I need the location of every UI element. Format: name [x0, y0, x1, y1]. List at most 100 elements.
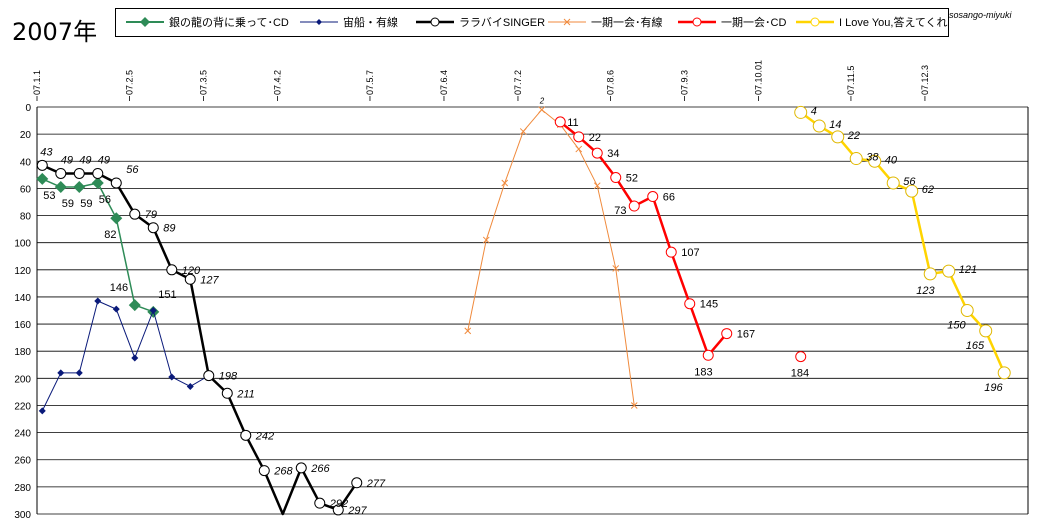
data-point-marker: [91, 176, 104, 189]
x-tick-label: 07.5.7: [365, 70, 375, 95]
x-tick-label: 07.12.3: [920, 65, 930, 95]
data-point-marker: [593, 182, 601, 190]
x-tick-label: 07.2.5: [124, 70, 134, 95]
data-label: 79: [145, 209, 157, 221]
data-label: 151: [158, 289, 176, 301]
data-label: 277: [366, 478, 386, 490]
data-point-marker: [57, 369, 65, 377]
data-point-marker: [55, 167, 67, 179]
data-point-marker: [36, 172, 49, 185]
y-tick-label: 200: [14, 374, 31, 385]
data-point-marker: [647, 191, 659, 203]
data-point-marker: [812, 119, 826, 133]
data-point-marker: [73, 167, 85, 179]
series-line: [559, 120, 728, 357]
series-line: [41, 300, 210, 412]
x-tick-label: 07.6.4: [439, 70, 449, 95]
data-point-marker: [554, 116, 566, 128]
y-tick-label: 300: [14, 510, 31, 521]
data-label: 56: [126, 164, 139, 176]
data-label: 49: [79, 154, 91, 166]
data-point-marker: [612, 265, 620, 272]
data-point-marker: [905, 184, 919, 198]
data-label: 62: [922, 184, 934, 196]
data-point-marker: [168, 373, 176, 381]
legend-label: ララバイSINGER: [459, 17, 546, 29]
data-label: 120: [182, 265, 201, 277]
data-label: 14: [829, 119, 841, 131]
data-point-marker: [110, 212, 123, 225]
data-label: 66: [663, 192, 675, 204]
legend-label: 一期一会･CD: [721, 17, 787, 29]
y-tick-label: 220: [14, 401, 31, 412]
data-label: 2: [539, 97, 545, 106]
data-label: 43: [40, 146, 53, 158]
data-label: 196: [984, 382, 1003, 394]
data-point-marker: [295, 462, 307, 474]
y-tick-label: 280: [14, 483, 31, 494]
legend-item-series-4: 一期一会･有線: [546, 14, 663, 30]
y-tick-label: 120: [14, 266, 31, 277]
y-tick-label: 0: [25, 103, 31, 114]
data-point-marker: [960, 304, 974, 317]
x-tick-label: 07.3.5: [198, 70, 208, 95]
data-label: 198: [219, 371, 238, 383]
data-label: 146: [110, 282, 128, 294]
data-label: 49: [61, 154, 73, 166]
data-point-marker: [684, 298, 696, 310]
data-point-marker: [129, 208, 141, 220]
data-point-marker: [942, 264, 956, 278]
data-point-marker: [923, 267, 937, 281]
x-tick-label: 07.8.6: [605, 70, 615, 95]
data-point-marker: [482, 236, 490, 244]
data-point-marker: [184, 273, 196, 285]
series-line: [41, 178, 154, 313]
data-label: 40: [885, 154, 898, 166]
data-point-marker: [36, 159, 48, 171]
data-label: 53: [43, 190, 55, 202]
x-tick-label: 07.4.2: [272, 70, 282, 95]
data-point-marker: [149, 307, 157, 314]
data-point-marker: [831, 130, 845, 144]
legend-label: 宙船・有線: [343, 17, 398, 29]
data-point-marker: [538, 106, 546, 114]
data-label: 73: [614, 205, 626, 217]
x-tick-label: 07.10.01: [753, 60, 763, 95]
data-point-marker: [997, 366, 1011, 380]
data-point-marker: [665, 246, 677, 258]
data-point-marker: [258, 465, 270, 477]
series-line: [41, 164, 358, 516]
y-tick-label: 80: [20, 212, 32, 223]
data-label: 22: [589, 132, 601, 144]
data-point-marker: [610, 172, 622, 184]
y-tick-label: 40: [20, 157, 32, 168]
data-label: 56: [99, 194, 111, 206]
data-label: 107: [681, 247, 699, 259]
data-label: 211: [236, 388, 255, 400]
data-label: 56: [903, 176, 916, 188]
y-tick-label: 140: [14, 293, 31, 304]
data-point-marker: [186, 382, 194, 390]
data-point-marker: [332, 504, 344, 516]
legend-item-series-3: ララバイSINGER: [414, 14, 545, 30]
data-label: 127: [200, 274, 219, 286]
data-point-marker: [794, 105, 808, 119]
data-label: 4: [811, 105, 817, 117]
data-label: 59: [80, 198, 92, 210]
data-point-marker: [464, 327, 472, 335]
data-point-marker: [979, 324, 993, 338]
data-point-marker: [849, 152, 863, 166]
legend-swatch-circle-icon: [416, 17, 454, 27]
data-point-marker: [351, 477, 363, 489]
data-point-marker: [166, 264, 178, 276]
data-label: 123: [916, 285, 935, 297]
data-label: 89: [163, 223, 175, 235]
x-tick-label: 07.1.1: [32, 70, 42, 95]
data-point-marker: [591, 147, 603, 159]
page-title: 2007年: [12, 18, 98, 46]
legend-swatch-cross-icon: [548, 18, 586, 26]
y-tick-label: 240: [14, 429, 31, 440]
legend-item-series-1: 銀の龍の背に乗って･CD: [124, 14, 289, 30]
data-point-marker: [75, 369, 83, 377]
data-label: 184: [791, 368, 809, 380]
